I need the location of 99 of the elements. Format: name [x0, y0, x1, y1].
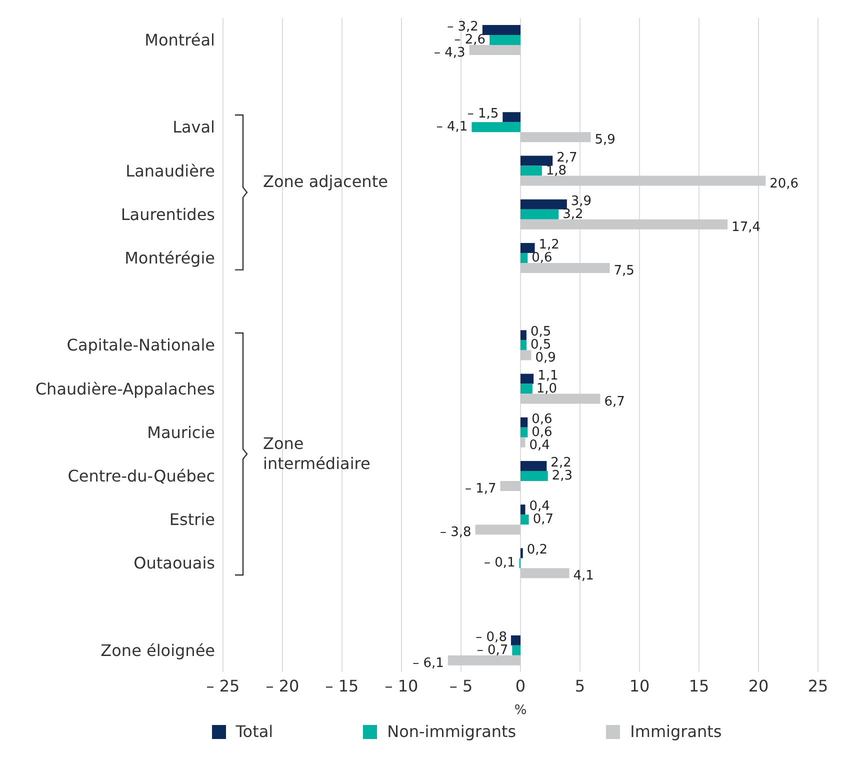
data-label: 1,2 — [538, 237, 560, 252]
bar — [520, 176, 766, 186]
bar — [520, 330, 526, 340]
bar — [520, 156, 553, 166]
data-label: – 3,2 — [447, 19, 478, 34]
bar — [472, 122, 520, 132]
data-label: 0,4 — [529, 499, 550, 514]
data-label: – 0,7 — [476, 642, 508, 658]
data-label: 3,9 — [570, 194, 592, 209]
bar — [448, 655, 520, 666]
data-label: 4,1 — [573, 568, 594, 584]
data-label: 7,5 — [614, 263, 634, 278]
bar — [520, 384, 532, 394]
bar — [520, 132, 591, 142]
data-label: 0,5 — [530, 324, 552, 340]
bar — [520, 262, 610, 273]
bar — [469, 44, 520, 55]
data-label: 1,0 — [536, 381, 558, 396]
data-label: 0,4 — [529, 438, 550, 453]
data-label: 0,2 — [526, 542, 548, 558]
bar — [520, 568, 570, 578]
x-tick-label: 5 — [574, 676, 586, 696]
y-tick-label: Lanaudière — [126, 161, 215, 180]
x-tick-label: – 25 — [206, 676, 240, 696]
legend-label: Total — [234, 722, 274, 741]
y-tick-label: Chaudière-Appalaches — [35, 379, 215, 398]
data-label: 20,6 — [770, 176, 799, 192]
data-label: – 1,7 — [464, 481, 496, 496]
data-label: 0,7 — [532, 512, 554, 528]
annotation: Zone intermédiaire — [263, 434, 372, 474]
bar — [490, 34, 520, 45]
y-tick-label: Zone éloignée — [100, 640, 215, 660]
y-tick-label: Montréal — [144, 30, 215, 50]
x-tick-label: – 10 — [384, 676, 418, 696]
bar — [502, 112, 520, 122]
data-label: 2,3 — [552, 468, 573, 484]
x-tick-label: – 5 — [449, 676, 473, 696]
x-tick-label: – 20 — [266, 676, 300, 696]
x-tick-label: – 15 — [325, 676, 359, 696]
bar — [520, 374, 534, 384]
bar — [520, 470, 548, 481]
y-tick-label: Estrie — [169, 510, 215, 530]
bar — [520, 394, 600, 404]
data-label: – 4,1 — [436, 120, 468, 135]
x-tick-label: 0 — [515, 676, 526, 696]
bar — [520, 437, 526, 448]
data-label: – 6,1 — [412, 656, 444, 671]
bar — [520, 504, 526, 515]
annotation: Zone adjacente — [263, 172, 389, 192]
y-tick-label: Mauricie — [147, 422, 215, 442]
data-label: 6,7 — [604, 394, 625, 410]
data-label: 5,9 — [594, 132, 616, 148]
x-tick-label: 15 — [688, 676, 710, 696]
data-label: 0,6 — [532, 250, 552, 266]
data-label: – 2,6 — [454, 32, 486, 48]
bar — [520, 350, 532, 360]
bar — [520, 199, 567, 210]
legend-label: Non-immigrants — [386, 722, 516, 741]
y-tick-label: Outaouais — [134, 554, 215, 573]
bar — [520, 166, 542, 176]
bar — [520, 252, 528, 263]
data-label: – 3,8 — [440, 525, 472, 540]
y-tick-label: Laurentides — [120, 204, 215, 224]
data-label: – 0,1 — [484, 556, 516, 571]
data-label: 2,7 — [556, 150, 578, 166]
data-label: – 4,3 — [434, 45, 466, 60]
data-label: 1,1 — [538, 368, 558, 384]
bar — [520, 460, 547, 471]
bar — [512, 645, 520, 656]
bar — [520, 209, 559, 220]
data-label: – 1,5 — [467, 106, 499, 122]
bar — [475, 524, 520, 535]
bar — [520, 427, 528, 438]
data-label: 0,6 — [532, 424, 552, 440]
y-tick-label: Laval — [172, 118, 215, 137]
bar — [520, 514, 529, 525]
legend-label: Immigrants — [629, 722, 722, 741]
data-label: – 0,8 — [476, 630, 507, 645]
y-tick-label: Centre-du-Québec — [68, 466, 215, 486]
x-tick-label: 25 — [808, 676, 828, 696]
x-tick-label: 10 — [629, 676, 650, 696]
bar — [500, 480, 520, 491]
data-label: 0,5 — [530, 338, 552, 353]
y-tick-label: Capitale-Nationale — [66, 336, 215, 355]
data-label: 0,6 — [532, 412, 552, 427]
data-label: 0,9 — [535, 350, 556, 366]
bar — [520, 417, 528, 428]
bar — [520, 242, 535, 253]
data-label: 1,8 — [546, 163, 567, 178]
data-label: 3,2 — [562, 206, 584, 222]
x-axis-title: % — [514, 703, 527, 718]
data-label: 2,2 — [550, 455, 572, 470]
y-tick-label: Montérégie — [124, 248, 215, 268]
x-tick-label: 20 — [748, 676, 769, 696]
bar — [520, 219, 728, 230]
bar — [520, 340, 526, 350]
data-label: 17,4 — [732, 220, 761, 235]
bar — [510, 635, 520, 646]
bar — [482, 24, 520, 35]
